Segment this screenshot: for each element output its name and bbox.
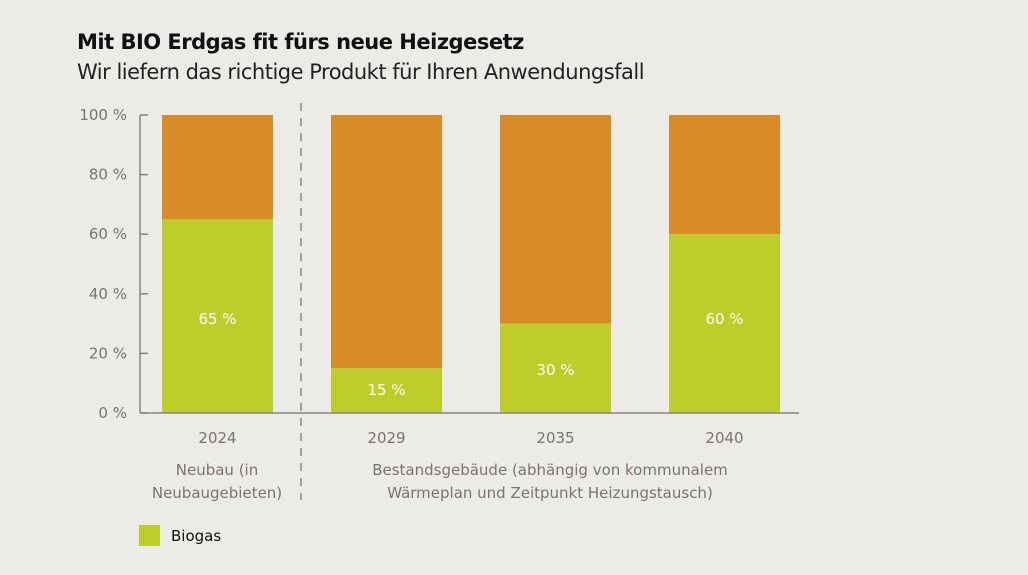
y-tick-label-0: 0 %	[98, 404, 127, 422]
data-label-2024: 65 %	[198, 310, 236, 328]
legend-swatch-biogas	[139, 525, 160, 546]
group-label-1-line-0: Bestandsgebäude (abhängig von kommunalem	[372, 461, 728, 479]
bar-rest-2040	[669, 115, 780, 235]
legend-label-biogas: Biogas	[171, 526, 222, 545]
y-tick-label-60: 60 %	[89, 225, 127, 243]
data-label-2029: 15 %	[367, 381, 405, 399]
x-tick-label-2029: 2029	[367, 429, 405, 447]
group-label-0-line-1: Neubaugebieten)	[152, 484, 282, 502]
data-label-2040: 60 %	[705, 310, 743, 328]
chart-title: Mit BIO Erdgas fit fürs neue Heizgesetz	[77, 30, 524, 54]
y-tick-label-100: 100 %	[79, 106, 127, 124]
x-tick-label-2035: 2035	[536, 429, 574, 447]
legend: Biogas	[139, 525, 221, 546]
data-label-2035: 30 %	[536, 361, 574, 379]
bar-rest-2029	[331, 115, 442, 369]
y-tick-label-20: 20 %	[89, 344, 127, 362]
bar-rest-2024	[162, 115, 273, 220]
chart-subtitle: Wir liefern das richtige Produkt für Ihr…	[77, 60, 645, 84]
x-tick-label-2040: 2040	[705, 429, 743, 447]
bar-rest-2035	[500, 115, 611, 324]
bar-biogas-2040	[669, 234, 780, 413]
group-label-1-line-1: Wärmeplan und Zeitpunkt Heizungstausch)	[387, 484, 713, 502]
y-tick-label-40: 40 %	[89, 285, 127, 303]
bar-biogas-2029	[331, 368, 442, 413]
group-label-0-line-0: Neubau (in	[176, 461, 258, 479]
bar-biogas-2024	[162, 219, 273, 413]
y-tick-label-80: 80 %	[89, 166, 127, 184]
bar-biogas-2035	[500, 323, 611, 413]
x-tick-label-2024: 2024	[198, 429, 236, 447]
